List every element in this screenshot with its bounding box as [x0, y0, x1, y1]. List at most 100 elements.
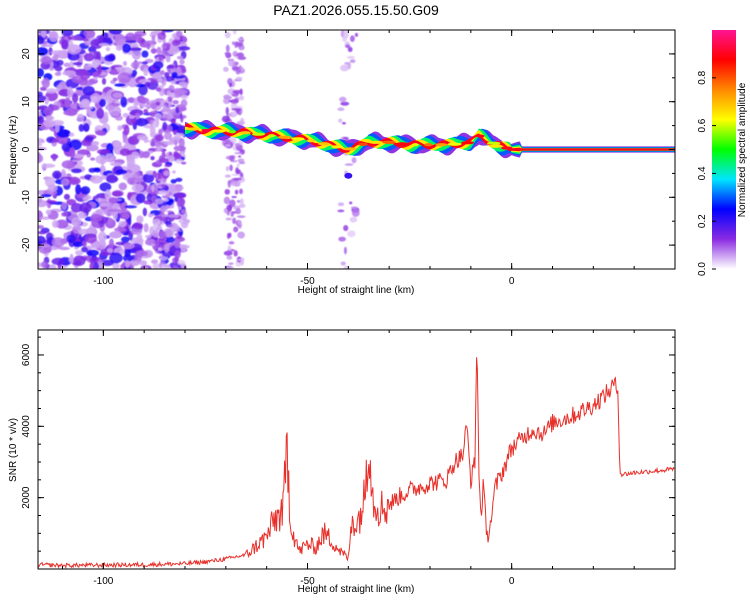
spectrogram-noise-blob: [230, 212, 234, 217]
spectrogram-noise-blob: [170, 118, 176, 126]
spectrogram-noise-blob: [174, 256, 180, 264]
spectrogram-noise-blob: [340, 261, 346, 266]
spectrogram-noise-blob: [161, 30, 166, 37]
spectrogram-noise-blob: [48, 47, 53, 56]
spectrogram-noise-blob: [61, 201, 67, 211]
spectrogram-noise-blob: [223, 97, 231, 105]
spectrogram-noise-blob: [143, 67, 149, 77]
spectrogram-noise-blob: [108, 238, 115, 250]
spectrogram-noise-blob: [79, 202, 92, 213]
spectrogram-noise-blob: [117, 125, 123, 131]
spectrogram-ridge-hotspot: [331, 145, 343, 149]
spectrogram-noise-blob: [88, 167, 96, 173]
spectrogram-noise-blob: [116, 66, 126, 73]
spectrogram-noise-blob: [223, 196, 231, 205]
snr-background: [38, 330, 675, 569]
spectrogram-noise-blob: [106, 248, 114, 253]
spectrogram-noise-blob: [71, 217, 82, 227]
spectrogram-noise-blob: [224, 174, 231, 178]
spectrogram-noise-blob: [155, 134, 164, 142]
spectrogram-noise-blob: [122, 43, 131, 54]
spectrogram-noise-blob: [236, 199, 241, 204]
spectrogram-x-tick-label: 0: [509, 276, 515, 287]
spectrogram-noise-blob: [104, 54, 116, 62]
spectrogram-noise-blob: [71, 93, 79, 103]
spectrogram-noise-blob: [43, 120, 56, 128]
spectrogram-ridge-hotspot: [395, 142, 410, 146]
spectrogram-noise-blob: [114, 227, 127, 232]
spectrogram-noise-blob: [51, 50, 65, 55]
spectrogram-noise-blob: [237, 52, 244, 57]
spectrogram-noise-blob: [172, 266, 178, 269]
spectrogram-y-tick-label: 0: [21, 146, 32, 152]
spectrogram-ridge-hotspot: [306, 139, 315, 143]
spectrogram-noise-blob: [150, 156, 155, 161]
spectrogram-noise-blob: [126, 177, 139, 186]
spectrogram-noise-blob: [152, 229, 160, 238]
spectrogram-noise-blob: [173, 113, 181, 119]
spectrogram-noise-blob: [56, 129, 71, 138]
spectrogram-noise-blob: [229, 82, 233, 88]
snr-y-tick-label: 6000: [21, 343, 32, 366]
spectrogram-noise-blob: [162, 111, 169, 115]
spectrogram-noise-blob: [112, 140, 122, 148]
spectrogram-noise-blob: [103, 111, 109, 122]
spectrogram-ridge-hotspot: [382, 140, 396, 144]
spectrogram-noise-blob: [176, 46, 191, 51]
spectrogram-noise-blob: [143, 137, 149, 144]
spectrogram-noise-blob: [161, 265, 167, 269]
spectrogram-noise-blob: [63, 193, 70, 200]
spectrogram-noise-blob: [341, 122, 346, 125]
spectrogram-noise-blob: [337, 202, 345, 207]
colorbar-tick-label: 0.6: [697, 118, 708, 132]
spectrogram-noise-blob: [83, 123, 90, 132]
spectrogram-noise-blob: [230, 102, 238, 110]
spectrogram-noise-blob: [167, 96, 173, 100]
spectrogram-noise-blob: [93, 168, 102, 173]
spectrogram-noise-blob: [228, 58, 234, 67]
snr-panel: -100 -50 0 2000 4000 6000 Height of straight…: [8, 329, 676, 595]
spectrogram-noise-blob: [58, 246, 71, 251]
spectrogram-noise-blob: [233, 250, 238, 257]
spectrogram-noise-blob: [168, 151, 173, 157]
spectrogram-noise-blob: [238, 95, 245, 101]
spectrogram-noise-blob: [102, 36, 112, 43]
snr-x-ticks: -100 -50 0: [62, 330, 676, 587]
spectrogram-ridge-hotspot: [240, 131, 251, 135]
spectrogram-noise-blob: [224, 188, 230, 195]
spectrogram-ridge-hotspot: [501, 146, 513, 150]
spectrogram-noise-blob: [340, 101, 350, 106]
spectrogram-noise-blob: [158, 155, 163, 163]
spectrogram-noise-blob: [338, 236, 346, 242]
spectrogram-noise-blob: [101, 77, 107, 85]
colorbar-tick-label: 0.0: [697, 262, 708, 276]
spectrogram-noise-blob: [144, 81, 151, 87]
spectrogram-ridge-hotspot: [369, 140, 384, 144]
spectrogram-noise-blob: [234, 189, 239, 195]
spectrogram-noise-blob: [118, 220, 127, 228]
spectrogram-noise-blob: [83, 53, 95, 62]
spectrogram-noise-blob: [178, 81, 188, 87]
spectrogram-noise-blob: [142, 173, 155, 184]
spectrogram-noise-blob: [143, 223, 149, 233]
spectrogram-noise-blob: [120, 236, 130, 243]
spectrogram-noise-blob: [82, 85, 95, 96]
spectrogram-noise-blob: [81, 246, 89, 253]
spectrogram-noise-blob: [142, 207, 148, 217]
spectrogram-noise-blob: [236, 38, 244, 41]
spectrogram-noise-blob: [161, 195, 172, 199]
spectrogram-noise-blob: [162, 140, 176, 146]
spectrogram-noise-blob: [77, 211, 87, 219]
spectrogram-noise-blob: [41, 261, 48, 269]
spectrogram-noise-blob: [337, 107, 345, 112]
spectrogram-noise-blob: [83, 30, 96, 39]
spectrogram-noise-blob: [152, 218, 161, 225]
spectrogram-noise-blob: [81, 99, 91, 108]
spectrogram-noise-blob: [345, 44, 351, 49]
spectrogram-noise-blob: [226, 266, 235, 269]
spectrogram-ridge-hotspot: [487, 141, 501, 145]
spectrogram-noise-blob: [178, 206, 182, 211]
spectrogram-noise-blob: [91, 241, 100, 250]
spectrogram-noise-blob: [173, 145, 186, 152]
spectrogram-ridge-hotspot: [317, 142, 330, 146]
